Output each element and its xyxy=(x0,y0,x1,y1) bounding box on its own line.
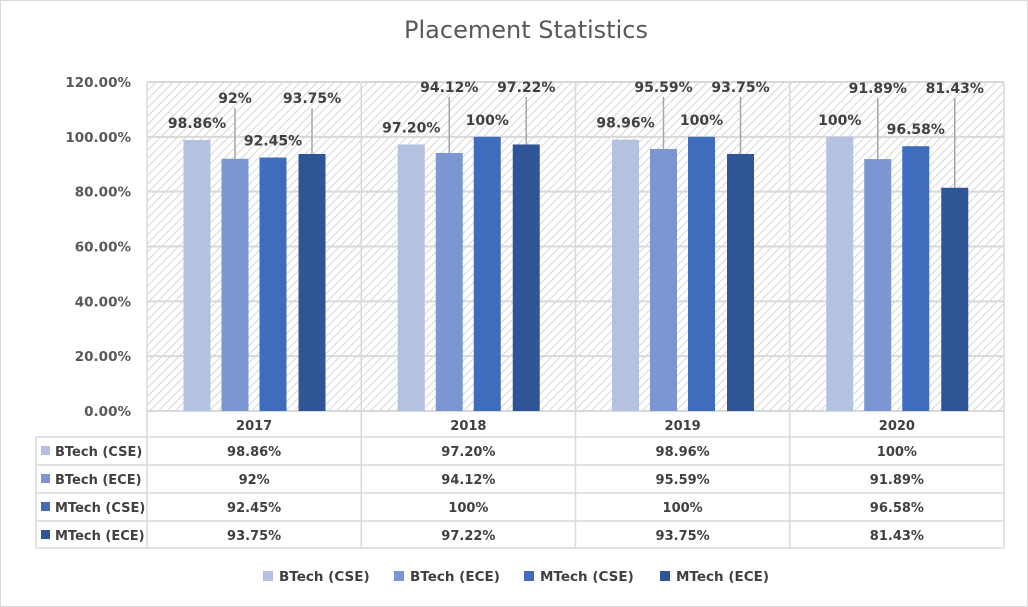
x-category-label: 2020 xyxy=(879,419,915,434)
chart-title: Placement Statistics xyxy=(404,16,648,44)
table-cell: 100% xyxy=(663,501,703,516)
legend-label: MTech (CSE) xyxy=(540,569,634,585)
bar-btech-cse-2018 xyxy=(397,144,425,411)
data-label: 93.75% xyxy=(283,91,341,107)
legend-key-swatch xyxy=(41,530,50,539)
bar-btech-cse-2019 xyxy=(612,139,639,411)
data-label: 94.12% xyxy=(420,80,478,96)
table-cell: 91.89% xyxy=(870,473,924,488)
y-tick-label: 40.00% xyxy=(75,294,132,310)
table-cell: 93.75% xyxy=(656,529,710,544)
y-tick-label: 100.00% xyxy=(65,130,131,146)
legend-key-swatch xyxy=(41,474,50,483)
legend-label: BTech (CSE) xyxy=(279,569,370,585)
data-label: 91.89% xyxy=(849,81,907,97)
data-label: 92.45% xyxy=(244,134,302,150)
bar-mtech-cse-2020 xyxy=(902,146,930,411)
legend-swatch xyxy=(660,571,670,581)
bar-btech-ece-2017 xyxy=(221,158,249,411)
table-cell: 100% xyxy=(448,501,488,516)
table-series-label: MTech (CSE) xyxy=(55,501,145,516)
legend-label: BTech (ECE) xyxy=(410,569,500,585)
table-series-label: BTech (ECE) xyxy=(55,473,142,488)
data-label: 100% xyxy=(818,113,861,129)
bar-mtech-ece-2017 xyxy=(298,153,326,411)
data-label: 98.96% xyxy=(596,116,654,132)
table-cell: 94.12% xyxy=(441,473,495,488)
legend-key-swatch xyxy=(41,502,50,511)
table-series-label: BTech (CSE) xyxy=(55,445,142,460)
data-label: 100% xyxy=(680,113,723,129)
table-cell: 96.58% xyxy=(870,501,924,516)
bar-mtech-ece-2020 xyxy=(941,187,969,411)
table-cell: 98.96% xyxy=(656,445,710,460)
data-label: 100% xyxy=(466,113,509,129)
data-label: 95.59% xyxy=(634,80,692,96)
y-tick-label: 20.00% xyxy=(75,349,132,365)
y-tick-label: 60.00% xyxy=(75,240,132,256)
bar-btech-ece-2019 xyxy=(650,148,677,412)
legend-swatch xyxy=(394,571,404,581)
data-label: 97.22% xyxy=(497,80,555,96)
table-series-label: MTech (ECE) xyxy=(55,529,145,544)
data-label: 97.20% xyxy=(382,121,440,137)
y-tick-label: 80.00% xyxy=(75,185,132,201)
bar-mtech-ece-2018 xyxy=(512,144,540,411)
data-label: 81.43% xyxy=(926,81,984,97)
bar-btech-ece-2020 xyxy=(864,159,892,411)
legend-label: MTech (ECE) xyxy=(676,569,769,585)
bar-btech-ece-2018 xyxy=(435,152,463,411)
table-cell: 98.86% xyxy=(227,445,281,460)
data-label: 92% xyxy=(218,91,252,107)
bar-mtech-ece-2019 xyxy=(727,153,754,411)
y-tick-label: 0.00% xyxy=(84,404,131,420)
bar-mtech-cse-2018 xyxy=(473,136,501,412)
x-category-label: 2019 xyxy=(665,419,701,434)
bar-mtech-cse-2017 xyxy=(259,157,287,411)
legend-swatch xyxy=(263,571,273,581)
table-cell: 97.20% xyxy=(441,445,495,460)
table-cell: 92.45% xyxy=(227,501,281,516)
data-label: 98.86% xyxy=(168,116,226,132)
legend-swatch xyxy=(524,571,534,581)
table-cell: 93.75% xyxy=(227,529,281,544)
bar-mtech-cse-2019 xyxy=(688,136,715,412)
table-cell: 92% xyxy=(239,473,270,488)
data-label: 96.58% xyxy=(887,122,945,138)
table-cell: 100% xyxy=(877,445,917,460)
table-cell: 97.22% xyxy=(441,529,495,544)
x-category-label: 2017 xyxy=(236,419,272,434)
table-cell: 81.43% xyxy=(870,529,924,544)
legend-key-swatch xyxy=(41,446,50,455)
bar-btech-cse-2017 xyxy=(183,139,211,411)
x-category-label: 2018 xyxy=(450,419,486,434)
y-tick-label: 120.00% xyxy=(65,75,131,91)
table-cell: 95.59% xyxy=(656,473,710,488)
bar-btech-cse-2020 xyxy=(826,136,854,412)
data-label: 93.75% xyxy=(711,80,769,96)
